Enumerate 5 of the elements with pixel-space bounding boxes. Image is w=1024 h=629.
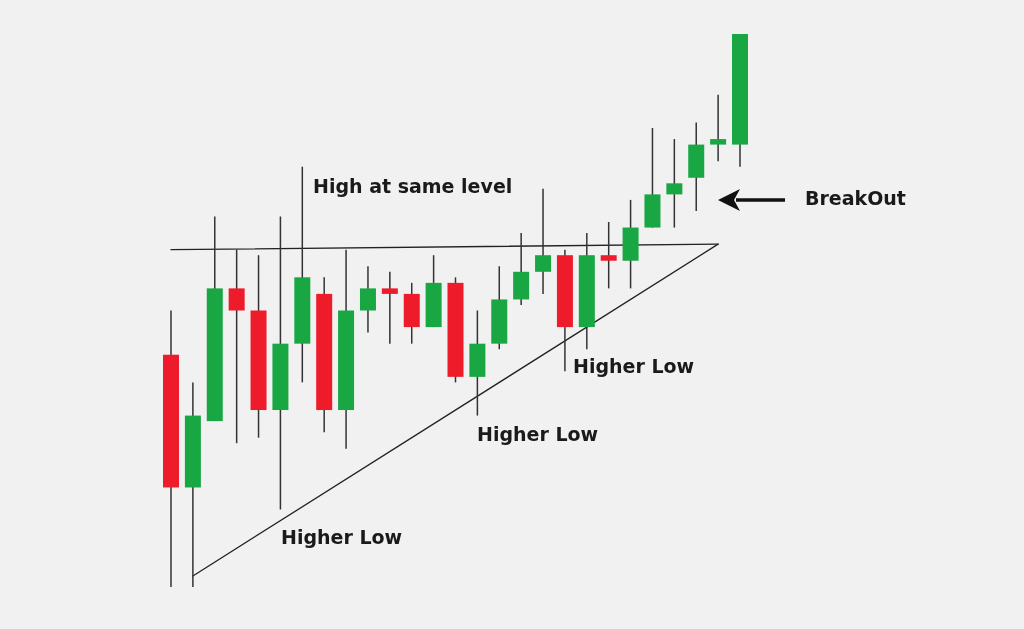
- annotation: Higher Low: [477, 423, 599, 445]
- annotation: Higher Low: [573, 355, 695, 377]
- annotation: Higher Low: [281, 526, 403, 548]
- annotation: High at same level: [313, 175, 513, 197]
- text: BreakOut: [805, 187, 906, 209]
